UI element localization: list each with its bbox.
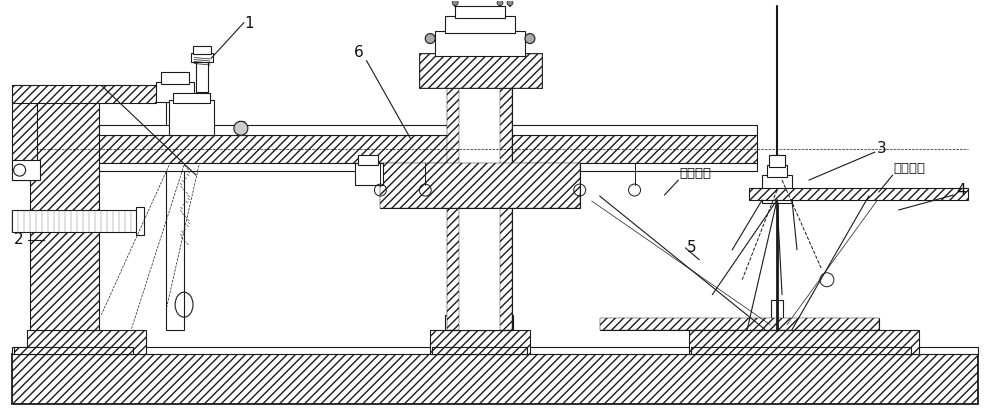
Bar (769, 155, 785, 167)
Bar (455, 308, 503, 316)
Bar (600, 318, 879, 330)
Circle shape (497, 0, 503, 6)
Text: 3: 3 (877, 141, 886, 156)
Bar (771, 300, 783, 325)
Bar (420, 53, 542, 88)
Bar (161, 72, 189, 84)
Bar (445, 16, 515, 32)
Bar (600, 318, 879, 330)
Text: 2: 2 (14, 232, 23, 247)
Bar (136, 207, 144, 235)
Bar (447, 85, 512, 330)
Circle shape (525, 34, 535, 44)
Bar (12, 355, 978, 404)
Bar (500, 85, 512, 330)
Bar (12, 346, 978, 355)
Text: 整流外环: 整流外环 (894, 162, 926, 175)
Bar (772, 155, 782, 170)
Bar (435, 30, 525, 55)
Bar (430, 330, 530, 355)
Bar (12, 85, 156, 103)
Bar (238, 121, 244, 135)
Bar (358, 155, 378, 165)
Bar (173, 93, 210, 103)
Bar (432, 346, 527, 355)
Bar (99, 135, 757, 163)
Text: 6: 6 (353, 45, 363, 60)
Text: 4: 4 (956, 182, 966, 198)
Bar (169, 100, 214, 135)
Circle shape (425, 34, 435, 44)
Bar (12, 210, 141, 232)
Bar (749, 188, 968, 200)
Bar (99, 125, 757, 135)
Text: 1: 1 (244, 16, 254, 31)
Bar (762, 175, 792, 203)
Circle shape (234, 121, 248, 135)
Bar (30, 100, 99, 330)
Bar (691, 346, 911, 355)
Bar (191, 53, 213, 62)
Bar (196, 62, 208, 92)
Bar (355, 163, 383, 185)
Bar (12, 100, 37, 180)
Bar (12, 160, 40, 180)
Bar (380, 163, 580, 208)
Bar (27, 330, 146, 355)
Text: 整流内环: 整流内环 (679, 166, 711, 180)
Bar (156, 83, 194, 102)
Circle shape (507, 0, 513, 6)
Bar (445, 315, 513, 330)
Bar (455, 6, 505, 18)
Bar (689, 330, 919, 355)
Bar (14, 346, 133, 355)
Bar (447, 85, 459, 330)
Bar (193, 46, 211, 53)
Circle shape (452, 0, 458, 6)
Bar (166, 85, 184, 330)
Bar (99, 163, 757, 171)
Bar (380, 163, 580, 208)
Bar (767, 165, 787, 177)
Text: 5: 5 (687, 240, 697, 255)
Bar (420, 53, 542, 88)
